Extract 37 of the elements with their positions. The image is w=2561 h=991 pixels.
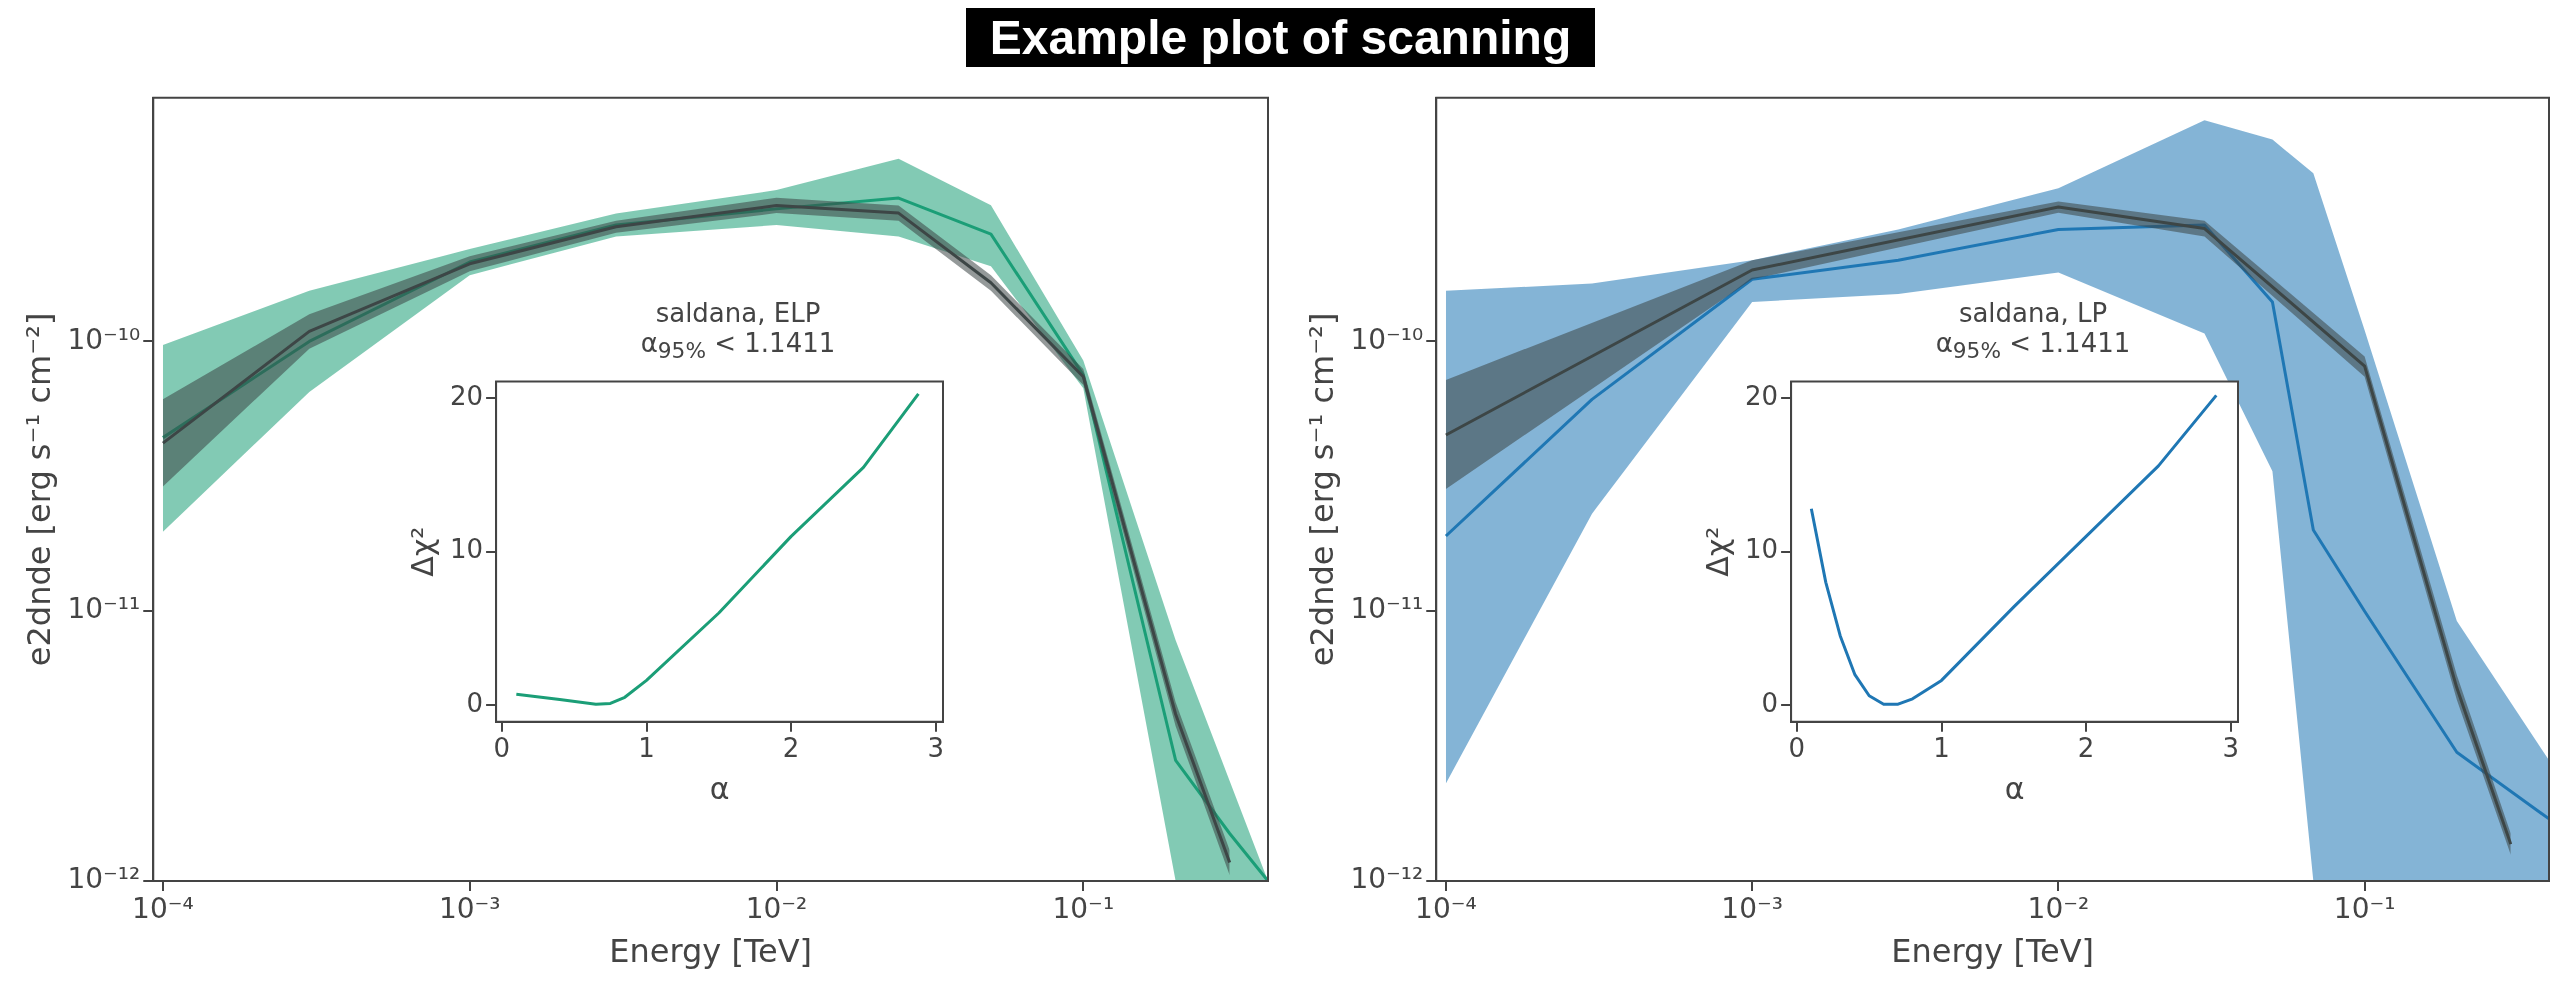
x-tick-label: 2 [2077,733,2095,764]
y-tick-label: 20 [449,381,484,412]
x-tick-label: 1 [1933,733,1950,764]
x-tick-label: 10⁻³ [1721,892,1783,926]
chart-subtitle: α$_{95%}$ < 1.1411 [1934,328,2132,364]
x-tick-label: 0 [1788,733,1806,764]
x-axis-title: Energy [TeV] [609,932,813,971]
x-tick-label: 10⁻¹ [1052,892,1115,926]
y-tick-label: 10⁻¹¹ [67,592,141,626]
x-tick-label: 3 [927,733,945,764]
x-axis-title: α [2004,770,2025,806]
y-tick-label: 10⁻¹⁰ [67,322,141,356]
x-tick-label: 1 [638,733,655,764]
x-tick-label: 0 [493,733,511,764]
y-tick-label: 0 [1761,687,1779,718]
y-tick-label: 10 [449,534,484,565]
x-tick-label: 10⁻³ [438,892,501,926]
y-tick-label: 10⁻¹¹ [1350,592,1424,626]
chart-title: saldana, LP [1957,298,2109,328]
chart-title: saldana, ELP [654,298,822,328]
y-axis-title: Δχ² [1699,526,1735,577]
x-tick-label: 3 [2222,733,2240,764]
x-tick-label: 2 [782,733,800,764]
x-tick-label: 10⁻² [745,892,808,926]
y-axis-title: e2dnde [erg s⁻¹ cm⁻²] [19,312,58,667]
x-tick-label: 10⁻¹ [2333,892,2396,926]
x-axis-title: Energy [TeV] [1891,932,2095,971]
y-axis-title: e2dnde [erg s⁻¹ cm⁻²] [1302,312,1341,667]
y-tick-label: 0 [466,687,484,718]
y-tick-label: 10 [1744,534,1779,565]
x-axis-title: α [709,770,730,806]
y-axis-title: Δχ² [404,526,440,577]
chart-title: Example plot of scanning [965,8,1596,67]
y-tick-label: 10⁻¹⁰ [1350,322,1424,356]
y-tick-label: 20 [1744,381,1779,412]
x-tick-label: 10⁻² [2027,892,2090,926]
chart-subtitle: α$_{95%}$ < 1.1411 [639,328,837,364]
